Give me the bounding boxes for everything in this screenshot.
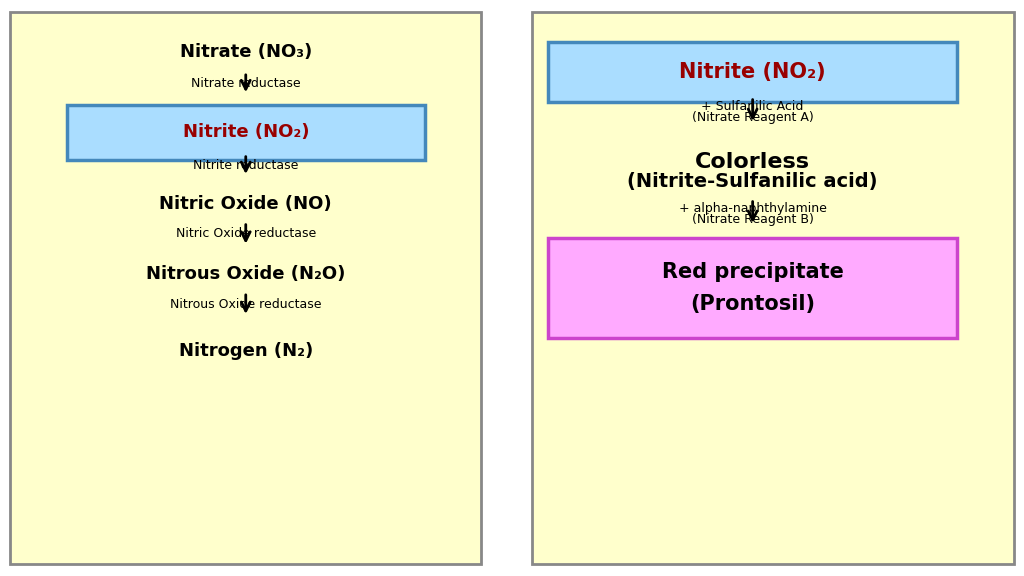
Text: (Nitrate Reagent B): (Nitrate Reagent B) <box>691 213 814 226</box>
FancyBboxPatch shape <box>10 12 481 564</box>
Text: Nitrite reductase: Nitrite reductase <box>194 159 298 172</box>
Text: Nitrate (NO₃): Nitrate (NO₃) <box>179 43 312 61</box>
Text: Nitrous Oxide (N₂O): Nitrous Oxide (N₂O) <box>146 264 345 283</box>
Text: Nitrite (NO₂): Nitrite (NO₂) <box>182 123 309 142</box>
Text: (Prontosil): (Prontosil) <box>690 294 815 314</box>
Text: + alpha-naphthylamine: + alpha-naphthylamine <box>679 202 826 215</box>
Text: Nitric Oxide (NO): Nitric Oxide (NO) <box>160 195 332 214</box>
Text: Colorless: Colorless <box>695 153 810 172</box>
FancyBboxPatch shape <box>548 238 957 339</box>
Text: + Sulfanilic Acid: + Sulfanilic Acid <box>701 100 804 113</box>
Text: Nitrogen (N₂): Nitrogen (N₂) <box>178 342 313 361</box>
Text: (Nitrate Reagent A): (Nitrate Reagent A) <box>692 111 813 124</box>
Text: Nitrous Oxide reductase: Nitrous Oxide reductase <box>170 298 322 310</box>
Text: Nitrite (NO₂): Nitrite (NO₂) <box>679 62 826 82</box>
FancyBboxPatch shape <box>67 105 425 160</box>
Text: Red precipitate: Red precipitate <box>662 262 844 282</box>
FancyBboxPatch shape <box>532 12 1014 564</box>
Text: Nitric Oxide reductase: Nitric Oxide reductase <box>176 228 315 240</box>
FancyBboxPatch shape <box>548 42 957 103</box>
Text: (Nitrite-Sulfanilic acid): (Nitrite-Sulfanilic acid) <box>628 172 878 191</box>
Text: Nitrate reductase: Nitrate reductase <box>190 77 301 90</box>
